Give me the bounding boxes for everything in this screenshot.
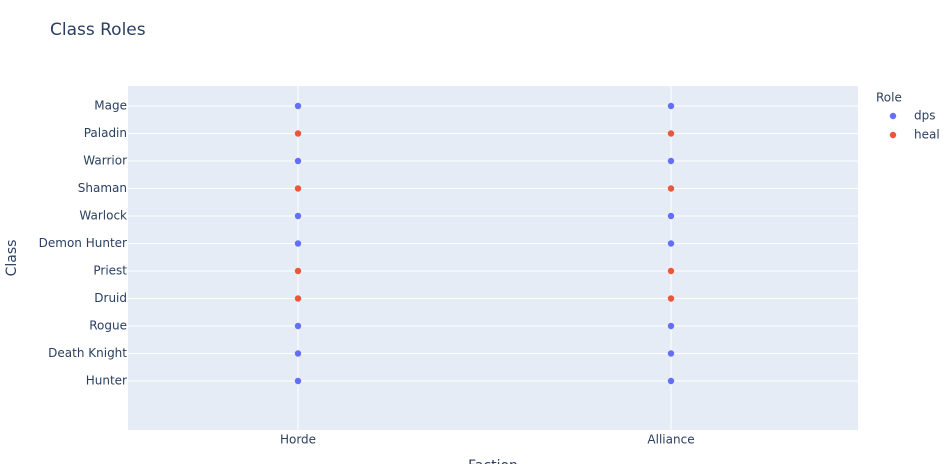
point: [294, 157, 302, 165]
point: [294, 102, 302, 110]
x-tick-label: Horde: [280, 433, 316, 447]
point: [294, 377, 302, 385]
point: [667, 157, 675, 165]
y-tick-label: Rogue: [89, 319, 127, 333]
point: [294, 295, 302, 302]
y-tick-label: Warlock: [79, 209, 127, 223]
x-tick-label: Alliance: [647, 433, 694, 447]
y-tick-label: Hunter: [86, 374, 127, 388]
legend-label: heal: [914, 128, 940, 142]
y-tick-label: Shaman: [78, 181, 127, 195]
legend-marker: [889, 112, 897, 120]
point: [667, 102, 675, 110]
y-tick-label: Warrior: [83, 154, 127, 168]
point: [667, 130, 675, 137]
point: [667, 267, 675, 275]
y-axis-title: Class: [4, 240, 20, 277]
point: [667, 377, 675, 385]
point: [294, 322, 302, 330]
point: [294, 212, 302, 220]
point: [294, 350, 302, 357]
point: [294, 185, 302, 192]
y-tick-label: Paladin: [84, 126, 127, 140]
y-tick-label: Priest: [93, 264, 127, 278]
legend-title: Role: [876, 91, 902, 105]
legend-marker: [889, 131, 897, 139]
y-tick-label: Mage: [94, 99, 127, 113]
point: [667, 350, 675, 357]
point: [294, 130, 302, 137]
y-tick-label: Druid: [94, 291, 127, 305]
chart-title: Class Roles: [50, 20, 146, 40]
plot-area: [128, 86, 858, 430]
point: [667, 295, 675, 302]
point: [294, 240, 302, 247]
point: [667, 212, 675, 220]
point: [667, 240, 675, 247]
point: [294, 267, 302, 275]
y-tick-label: Death Knight: [48, 346, 127, 360]
point: [667, 185, 675, 192]
legend-label: dps: [914, 109, 936, 123]
y-tick-label: Demon Hunter: [39, 236, 127, 250]
x-axis-title: Faction: [468, 458, 518, 464]
point: [667, 322, 675, 330]
